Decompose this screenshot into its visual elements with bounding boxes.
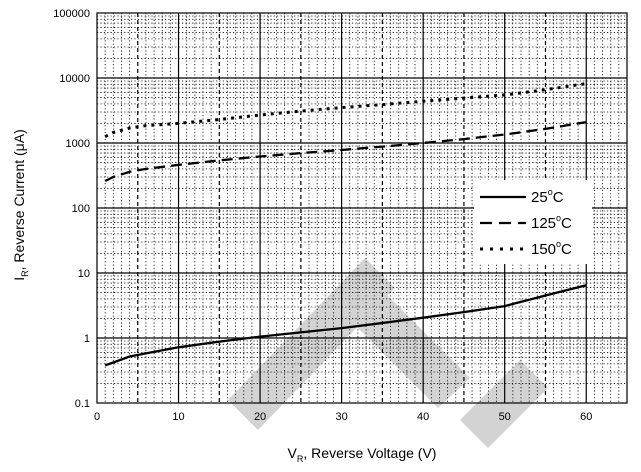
y-tick-label: 1000 bbox=[66, 138, 90, 150]
plot-lines bbox=[104, 82, 587, 367]
series-line-150°C bbox=[104, 82, 587, 139]
x-tick-label: 60 bbox=[580, 411, 592, 423]
watermark-stroke bbox=[460, 360, 548, 448]
x-axis-title-main: V bbox=[288, 445, 298, 461]
y-axis-title-mu: μ bbox=[11, 143, 27, 151]
y-tick-label: 10000 bbox=[59, 73, 90, 85]
x-tick-label: 10 bbox=[172, 411, 184, 423]
y-tick-label: 100 bbox=[72, 203, 90, 215]
y-axis-title: IR, Reverse Current (μA) bbox=[11, 129, 30, 281]
y-tick-label: 10 bbox=[78, 268, 90, 280]
legend-label: 25oC bbox=[531, 187, 564, 206]
y-tick-label: 100000 bbox=[53, 8, 90, 20]
plot-frame bbox=[96, 12, 628, 404]
y-axis-ticks: 0.1 1 10 100 1000 10000 100000 bbox=[53, 8, 90, 410]
y-tick-label: 0.1 bbox=[75, 398, 90, 410]
y-axis-title-main: I bbox=[11, 277, 27, 281]
x-tick-label: 50 bbox=[499, 411, 511, 423]
x-tick-label: 30 bbox=[335, 411, 347, 423]
x-axis-title-sub: R bbox=[297, 454, 304, 464]
x-axis-title: VR, Reverse Voltage (V) bbox=[288, 445, 437, 464]
x-axis-title-rest: , Reverse Voltage (V) bbox=[303, 445, 436, 461]
legend-box bbox=[474, 180, 592, 264]
x-axis-ticks: 0 10 20 30 40 50 60 bbox=[94, 411, 592, 423]
watermark-stroke bbox=[330, 270, 470, 408]
y-tick-label: 1 bbox=[84, 333, 90, 345]
x-tick-label: 20 bbox=[254, 411, 266, 423]
x-tick-label: 40 bbox=[417, 411, 429, 423]
series-line-25°C bbox=[104, 284, 587, 367]
y-axis-title-end: A) bbox=[11, 129, 27, 143]
legend: 25oC 125oC 150oC bbox=[480, 187, 572, 258]
x-tick-label: 0 bbox=[94, 411, 100, 423]
legend-label: 150oC bbox=[531, 239, 572, 258]
legend-label: 125oC bbox=[531, 213, 572, 232]
y-axis-title-sub: R bbox=[20, 270, 30, 277]
series-line-125°C bbox=[104, 120, 587, 183]
y-axis-title-rest: , Reverse Current ( bbox=[11, 151, 27, 270]
